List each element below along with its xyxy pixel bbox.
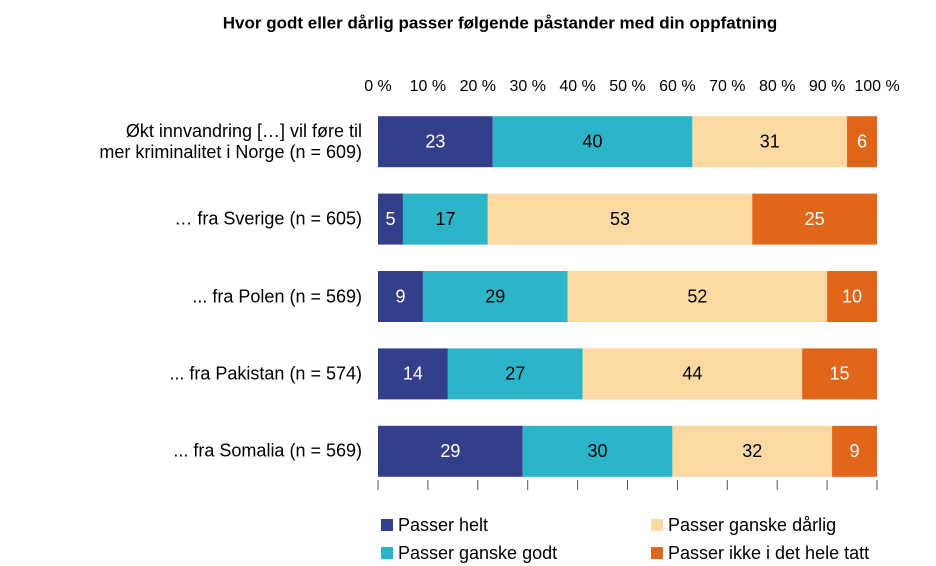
category-label: … fra Sverige (n = 605): [174, 208, 362, 229]
x-tick-label: 70 %: [709, 78, 745, 95]
data-label: 32: [742, 441, 762, 461]
bar-segment: [692, 116, 848, 168]
bar-segment: [378, 116, 493, 168]
x-tick-label: 40 %: [559, 78, 595, 95]
bar-segment: [582, 348, 803, 400]
chart-title: Hvor godt eller dårlig passer følgende p…: [223, 13, 777, 32]
category-label: ... fra Pakistan (n = 574): [169, 363, 362, 384]
bar-segment: [422, 271, 568, 322]
legend-swatch: [651, 547, 663, 559]
bar-segment: [378, 193, 403, 245]
legend-label: Passer ganske dårlig: [668, 515, 836, 535]
x-tick-label: 80 %: [759, 78, 795, 95]
data-label: 31: [760, 131, 780, 151]
bar-segment: [378, 348, 448, 400]
bar-segment: [827, 271, 877, 322]
legend-swatch: [381, 547, 393, 559]
x-tick-label: 50 %: [609, 78, 645, 95]
bar-segment: [402, 193, 488, 245]
x-tick-label: 60 %: [659, 78, 695, 95]
bar-segment: [567, 271, 828, 322]
data-label: 10: [842, 286, 862, 306]
x-tick-label: 10 %: [410, 78, 446, 95]
data-label: 29: [485, 286, 505, 306]
x-tick-label: 90 %: [809, 78, 845, 95]
data-label: 17: [435, 209, 455, 229]
bar-segment: [802, 348, 877, 400]
data-label: 25: [805, 209, 825, 229]
data-label: 15: [830, 364, 850, 384]
bar-segment: [522, 425, 673, 477]
bar-segment: [487, 193, 753, 245]
bar-segment: [752, 193, 877, 245]
category-label: ... fra Somalia (n = 569): [173, 440, 362, 461]
x-tick-label: 30 %: [509, 78, 545, 95]
data-label: 40: [583, 131, 603, 151]
legend-label: Passer helt: [398, 515, 488, 535]
data-label: 6: [857, 131, 867, 151]
bar-segment: [832, 425, 877, 477]
legend-label: Passer ganske godt: [398, 543, 557, 563]
data-label: 14: [403, 364, 423, 384]
legend-swatch: [651, 519, 663, 531]
x-tick-label: 0 %: [364, 78, 392, 95]
x-tick-label: 20 %: [460, 78, 496, 95]
legend-swatch: [381, 519, 393, 531]
bar-segment: [492, 116, 693, 168]
bar-segment: [378, 271, 423, 322]
category-label: Økt innvandring […] vil føre til mer kri…: [99, 120, 362, 162]
data-label: 30: [588, 441, 608, 461]
legend-label: Passer ikke i det hele tatt: [668, 543, 869, 563]
data-label: 9: [395, 286, 405, 306]
data-label: 29: [440, 441, 460, 461]
x-tick-label: 100 %: [854, 78, 899, 95]
data-label: 27: [505, 364, 525, 384]
data-label: 9: [850, 441, 860, 461]
category-label: ... fra Polen (n = 569): [192, 286, 362, 306]
bar-segment: [847, 116, 877, 168]
bar-segment: [672, 425, 833, 477]
data-label: 44: [682, 364, 702, 384]
data-label: 53: [610, 209, 630, 229]
data-label: 52: [687, 286, 707, 306]
data-label: 23: [425, 131, 445, 151]
bar-segment: [378, 425, 523, 477]
bar-segment: [447, 348, 583, 400]
data-label: 5: [385, 209, 395, 229]
